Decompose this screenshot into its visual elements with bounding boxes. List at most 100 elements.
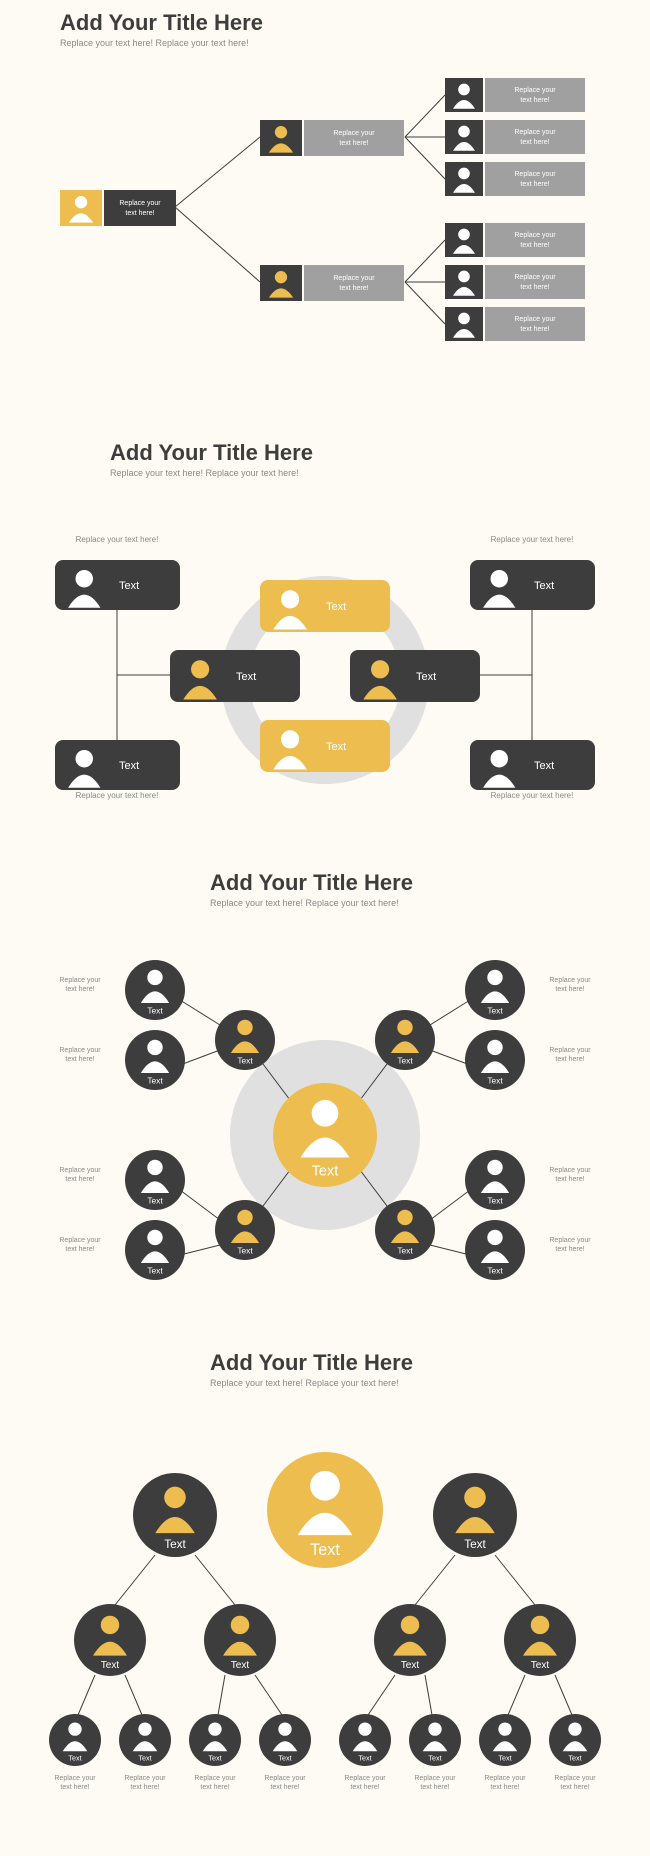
caption: text here! bbox=[65, 1056, 94, 1063]
node-label: text here! bbox=[339, 285, 368, 292]
circle-label: Text bbox=[401, 1660, 420, 1671]
node-label-box bbox=[104, 190, 176, 226]
caption: Replace your bbox=[484, 1775, 526, 1782]
caption: Replace your bbox=[549, 1167, 591, 1174]
node-label-box bbox=[304, 120, 404, 156]
caption: text here! bbox=[65, 986, 94, 993]
page-title: Add Your Title Here bbox=[110, 440, 313, 465]
node-label-box bbox=[485, 265, 585, 299]
caption: text here! bbox=[65, 1246, 94, 1253]
connector bbox=[195, 1555, 235, 1605]
connector bbox=[430, 1050, 470, 1065]
caption: Replace your text here! bbox=[491, 535, 574, 544]
connector bbox=[125, 1675, 142, 1715]
node-label: Replace your bbox=[514, 316, 556, 323]
card-label: Text bbox=[119, 760, 139, 772]
connector bbox=[405, 137, 445, 179]
panel-radial-ring: Add Your Title Here Replace your text her… bbox=[0, 430, 650, 860]
caption: Replace your bbox=[59, 1237, 101, 1244]
circle-label: Text bbox=[68, 1753, 81, 1762]
circle-label: Text bbox=[498, 1753, 511, 1762]
circle-label: Text bbox=[464, 1538, 486, 1551]
circle-label: Text bbox=[237, 1245, 253, 1255]
caption: text here! bbox=[560, 1784, 589, 1791]
panel-network-circle: Add Your Title Here Replace your text her… bbox=[0, 860, 650, 1340]
connector bbox=[180, 1050, 220, 1065]
connector bbox=[405, 240, 445, 282]
circle-label: Text bbox=[147, 1265, 163, 1275]
caption: Replace your bbox=[59, 1047, 101, 1054]
node-label: Replace your bbox=[333, 275, 375, 282]
caption: Replace your bbox=[549, 977, 591, 984]
circle-label: Text bbox=[397, 1055, 413, 1065]
connector bbox=[430, 1000, 470, 1025]
node-label-box bbox=[485, 307, 585, 341]
node-label: Replace your bbox=[333, 130, 375, 137]
page-subtitle: Replace your text here! Replace your tex… bbox=[110, 468, 299, 478]
node-label: Replace your bbox=[514, 87, 556, 94]
caption: Replace your bbox=[124, 1775, 166, 1782]
card-label: Text bbox=[416, 671, 436, 683]
page-subtitle: Replace your text here! Replace your tex… bbox=[210, 1378, 399, 1388]
node-label: Replace your bbox=[514, 232, 556, 239]
connector bbox=[180, 1245, 220, 1255]
caption: Replace your bbox=[549, 1237, 591, 1244]
node-label: Replace your bbox=[514, 274, 556, 281]
caption: text here! bbox=[270, 1784, 299, 1791]
connector bbox=[115, 1555, 155, 1605]
circle-label: Text bbox=[568, 1753, 581, 1762]
caption: Replace your text here! bbox=[491, 791, 574, 800]
node-label: Replace your bbox=[514, 129, 556, 136]
node-label-box bbox=[485, 120, 585, 154]
circle-label: Text bbox=[231, 1660, 250, 1671]
connector bbox=[495, 1555, 535, 1605]
circle-label: Text bbox=[310, 1541, 340, 1559]
circle-label: Text bbox=[147, 1075, 163, 1085]
caption: text here! bbox=[350, 1784, 379, 1791]
circle-label: Text bbox=[101, 1660, 120, 1671]
connector bbox=[415, 1555, 455, 1605]
card-label: Text bbox=[119, 580, 139, 592]
circle-label: Text bbox=[138, 1753, 151, 1762]
caption: Replace your bbox=[59, 977, 101, 984]
page-subtitle: Replace your text here! Replace your tex… bbox=[210, 898, 399, 908]
caption: text here! bbox=[130, 1784, 159, 1791]
panel-tree-horizontal: Add Your Title Here Replace your text her… bbox=[0, 0, 650, 430]
caption: Replace your text here! bbox=[76, 535, 159, 544]
circle-label: Text bbox=[358, 1753, 371, 1762]
circle-label: Text bbox=[397, 1245, 413, 1255]
caption: text here! bbox=[60, 1784, 89, 1791]
caption: text here! bbox=[490, 1784, 519, 1791]
page-title: Add Your Title Here bbox=[60, 10, 263, 35]
caption: text here! bbox=[555, 1246, 584, 1253]
caption: Replace your bbox=[194, 1775, 236, 1782]
node-label: text here! bbox=[520, 284, 549, 291]
card-label: Text bbox=[534, 760, 554, 772]
caption: text here! bbox=[555, 1176, 584, 1183]
page-title: Add Your Title Here bbox=[210, 870, 413, 895]
caption: Replace your bbox=[264, 1775, 306, 1782]
connector bbox=[175, 137, 260, 207]
node-label: text here! bbox=[520, 326, 549, 333]
caption: Replace your bbox=[59, 1167, 101, 1174]
caption: text here! bbox=[65, 1176, 94, 1183]
node-label: Replace your bbox=[514, 171, 556, 178]
node-label: text here! bbox=[520, 181, 549, 188]
node-label-box bbox=[304, 265, 404, 301]
node-label: text here! bbox=[520, 97, 549, 104]
page-title: Add Your Title Here bbox=[210, 1350, 413, 1375]
node-label: Replace your bbox=[119, 200, 161, 207]
connector bbox=[430, 1190, 470, 1220]
connector bbox=[508, 1675, 525, 1715]
connector bbox=[180, 1190, 220, 1220]
caption: text here! bbox=[200, 1784, 229, 1791]
caption: Replace your bbox=[549, 1047, 591, 1054]
connector bbox=[405, 282, 445, 324]
panel-tree-vertical: Add Your Title Here Replace your text her… bbox=[0, 1340, 650, 1851]
node-label-box bbox=[485, 162, 585, 196]
circle-label: Text bbox=[147, 1005, 163, 1015]
card-label: Text bbox=[534, 580, 554, 592]
connector bbox=[175, 207, 260, 282]
connector bbox=[218, 1675, 225, 1715]
card-label: Text bbox=[236, 671, 256, 683]
